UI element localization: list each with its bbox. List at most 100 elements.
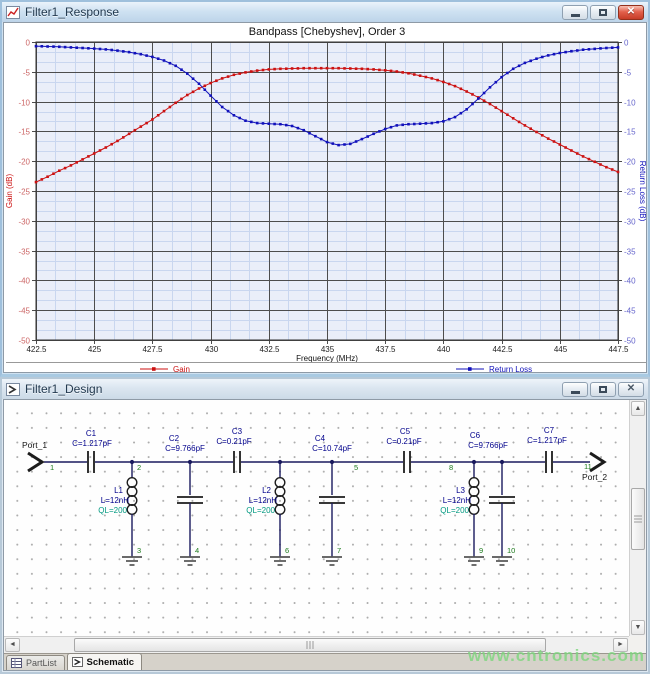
capacitor-symbol[interactable] <box>403 451 411 473</box>
scroll-up-icon[interactable]: ▲ <box>631 401 645 416</box>
design-window-title: Filter1_Design <box>25 382 103 396</box>
y-tick-label-left: -5 <box>23 69 31 78</box>
port-label: Port_2 <box>582 472 607 482</box>
y-tick-label-left: -25 <box>18 188 30 197</box>
y-tick-label-right: -10 <box>624 99 636 108</box>
x-axis-label: Frequency (MHz) <box>296 354 358 363</box>
part-value-label: C=0.21pF <box>216 437 251 446</box>
maximize-button[interactable] <box>590 381 616 397</box>
part-value-label: C=9.766pF <box>165 444 205 453</box>
schematic-window-icon <box>6 382 20 396</box>
part-ref-label: C4 <box>315 434 326 443</box>
capacitor-symbol[interactable] <box>87 451 95 473</box>
y-axis-label-left: Gain (dB) <box>5 174 14 209</box>
y-tick-label-left: -50 <box>18 337 30 346</box>
node-number: 11 <box>584 462 592 471</box>
y-tick-label-right: -30 <box>624 218 636 227</box>
node-number: 6 <box>285 546 289 555</box>
ground-symbol <box>464 556 484 566</box>
response-window-title: Filter1_Response <box>25 5 120 19</box>
minimize-button[interactable] <box>562 4 588 20</box>
schematic-canvas[interactable]: C1 C=1.217pF C2 C=9.766pF C3 C=0.21pF C4 C=10.7… <box>4 400 629 636</box>
y-tick-label-right: -35 <box>624 248 636 257</box>
chart-window-icon <box>6 5 20 19</box>
x-tick-label: 440 <box>437 345 451 354</box>
y-tick-label-left: -20 <box>18 158 30 167</box>
x-tick-label: 422.5 <box>26 345 47 354</box>
chart-title: Bandpass [Chebyshev], Order 3 <box>249 26 406 38</box>
capacitor-symbol[interactable] <box>489 496 515 504</box>
y-tick-label-left: -30 <box>18 218 30 227</box>
port-arrow-icon[interactable] <box>27 451 45 473</box>
capacitor-symbol[interactable] <box>545 451 553 473</box>
y-tick-label-left: -40 <box>18 277 30 286</box>
x-tick-label: 447.5 <box>608 345 629 354</box>
response-chart: 422.5 425 427.5 430 432.5 435 437.5 440 442.5 445… <box>5 26 647 373</box>
y-tick-label-right: -5 <box>624 69 632 78</box>
part-ref-label: L1 <box>114 486 123 495</box>
vertical-scrollbar[interactable]: ▲ ▼ <box>629 400 646 636</box>
ground-symbol <box>180 556 200 566</box>
window-controls-inactive: ✕ <box>562 381 644 397</box>
node-number: 5 <box>354 463 358 472</box>
tab-schematic-label: Schematic <box>86 656 135 668</box>
close-button[interactable]: ✕ <box>618 381 644 397</box>
x-tick-label: 442.5 <box>492 345 513 354</box>
scroll-left-icon[interactable]: ◄ <box>5 638 20 652</box>
port-arrow-icon[interactable] <box>589 451 607 473</box>
capacitor-symbol[interactable] <box>319 496 345 504</box>
response-titlebar[interactable]: Filter1_Response ✕ <box>2 2 648 22</box>
y-axis-label-right: Return Loss (dB) <box>638 161 647 222</box>
window-controls: ✕ <box>562 4 644 20</box>
close-button[interactable]: ✕ <box>618 4 644 20</box>
vertical-scroll-thumb[interactable] <box>631 488 645 550</box>
y-tick-label-right: -15 <box>624 128 636 137</box>
part-value-label: C=9.766pF <box>468 441 508 450</box>
part-ql-label: QL=200 <box>246 506 275 515</box>
scroll-right-icon[interactable]: ► <box>613 638 628 652</box>
design-titlebar[interactable]: Filter1_Design ✕ <box>2 379 648 399</box>
node-number: 7 <box>337 546 341 555</box>
part-value-label: L=12nH <box>443 496 471 505</box>
y-tick-label-left: -35 <box>18 248 30 257</box>
part-value-label: L=12nH <box>249 496 277 505</box>
capacitor-symbol[interactable] <box>233 451 241 473</box>
response-chart-area: 422.5 425 427.5 430 432.5 435 437.5 440 442.5 445… <box>3 22 647 373</box>
part-ref-label: C2 <box>169 434 180 443</box>
tab-bar: PartList Schematic <box>4 653 646 670</box>
y-tick-label-left: -10 <box>18 99 30 108</box>
legend-item: Return Loss <box>456 365 532 372</box>
part-value-label: L=12nH <box>101 496 129 505</box>
part-value-label: C=0.21pF <box>386 437 421 446</box>
part-ref-label: C7 <box>544 426 555 435</box>
partlist-icon <box>11 658 22 668</box>
x-tick-label: 432.5 <box>259 345 280 354</box>
gain-series <box>34 66 620 184</box>
horizontal-scrollbar[interactable]: ◄ ► <box>4 636 629 653</box>
minimize-button[interactable] <box>562 381 588 397</box>
x-tick-label: 427.5 <box>142 345 163 354</box>
ground-symbol <box>322 556 342 566</box>
capacitor-symbol[interactable] <box>177 496 203 504</box>
ground-symbol <box>492 556 512 566</box>
y-tick-label-right: -40 <box>624 277 636 286</box>
legend-label: Gain <box>173 365 190 373</box>
tab-schematic[interactable]: Schematic <box>66 653 143 670</box>
x-tick-label: 430 <box>205 345 219 354</box>
scroll-down-icon[interactable]: ▼ <box>631 620 645 635</box>
y-tick-label-left: 0 <box>26 39 31 48</box>
maximize-button[interactable] <box>590 4 616 20</box>
part-ref-label: L2 <box>262 486 271 495</box>
x-tick-label: 445 <box>554 345 568 354</box>
y-tick-label-right: -45 <box>624 307 636 316</box>
horizontal-scroll-thumb[interactable] <box>74 638 546 652</box>
node-number: 8 <box>449 463 453 472</box>
design-window: Filter1_Design ✕ C1 C=1.217pF C2 C=9.766pF C… <box>0 377 650 674</box>
y-tick-label-left: -15 <box>18 128 30 137</box>
y-tick-label-left: -45 <box>18 307 30 316</box>
tab-partlist[interactable]: PartList <box>6 655 65 670</box>
x-tick-label: 425 <box>88 345 102 354</box>
tab-partlist-label: PartList <box>26 658 57 668</box>
part-ref-label: C3 <box>232 427 243 436</box>
